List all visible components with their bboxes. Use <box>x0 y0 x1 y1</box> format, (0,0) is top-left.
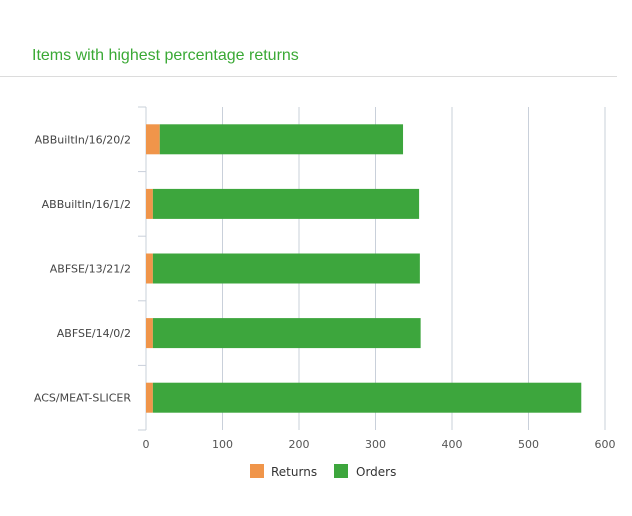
bars <box>146 124 582 413</box>
bar-returns-0[interactable] <box>146 124 160 155</box>
legend-label-returns[interactable]: Returns <box>271 465 317 479</box>
legend-swatch-returns <box>250 464 264 478</box>
legend: Returns Orders <box>250 464 396 479</box>
x-tick-label: 100 <box>212 438 233 451</box>
x-tick-label: 600 <box>595 438 616 451</box>
bar-orders-1[interactable] <box>152 188 420 219</box>
legend-swatch-orders <box>334 464 348 478</box>
x-tick-label: 300 <box>365 438 386 451</box>
title-divider <box>0 76 617 77</box>
x-tick-label: 0 <box>143 438 150 451</box>
category-label: ABFSE/14/0/2 <box>57 327 131 340</box>
category-label: ABFSE/13/21/2 <box>50 263 131 276</box>
bar-returns-2[interactable] <box>146 253 153 284</box>
bar-orders-4[interactable] <box>152 382 582 413</box>
x-axis-tick-labels: 0 100 200 300 400 500 600 <box>143 438 616 451</box>
category-label: ACS/MEAT-SLICER <box>34 392 131 405</box>
category-labels: ABBuiltIn/16/20/2 ABBuiltIn/16/1/2 ABFSE/1… <box>34 133 131 404</box>
legend-label-orders[interactable]: Orders <box>356 465 396 479</box>
category-label: ABBuiltIn/16/1/2 <box>42 198 131 211</box>
x-tick-label: 500 <box>518 438 539 451</box>
bar-returns-3[interactable] <box>146 318 153 349</box>
x-tick-label: 400 <box>442 438 463 451</box>
category-label: ABBuiltIn/16/20/2 <box>35 133 131 146</box>
bar-orders-0[interactable] <box>159 124 404 155</box>
bar-orders-3[interactable] <box>152 318 421 349</box>
bar-orders-2[interactable] <box>152 253 420 284</box>
bar-returns-4[interactable] <box>146 382 153 413</box>
x-tick-label: 200 <box>289 438 310 451</box>
panel-title: Items with highest percentage returns <box>32 47 299 64</box>
bar-returns-1[interactable] <box>146 188 153 219</box>
